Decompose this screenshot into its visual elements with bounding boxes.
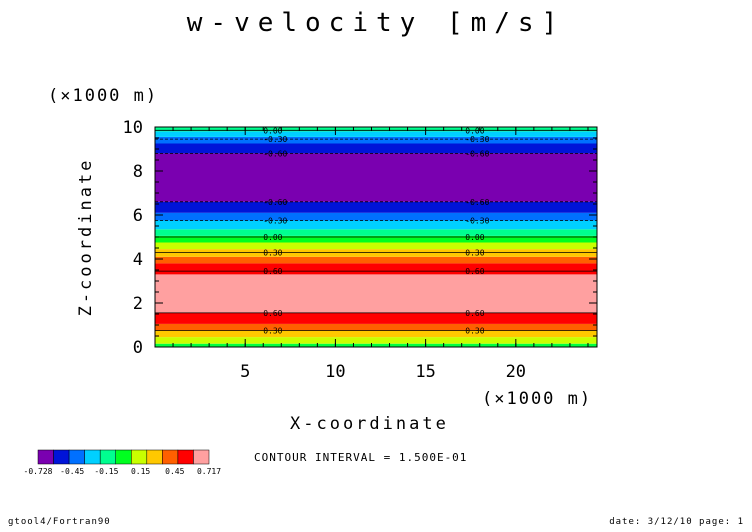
contour-label: -0.60 [465, 198, 489, 207]
contour-label: 0.30 [263, 248, 282, 257]
contour-label: -0.60 [263, 198, 287, 207]
color-band [155, 235, 597, 243]
color-band [155, 274, 597, 313]
y-scale-label: (×1000 m) [48, 86, 159, 106]
y-tick-label: 2 [133, 294, 143, 314]
contour-label: -0.60 [263, 149, 287, 158]
colorbar-swatch [193, 449, 210, 465]
contour-label: -0.30 [465, 135, 489, 144]
contour-label: 0.00 [263, 126, 282, 135]
colorbar-tick-label: 0.717 [197, 467, 221, 476]
colorbar-tick-label: -0.45 [60, 467, 84, 476]
colorbar-tick-label: -0.728 [24, 467, 53, 476]
color-band [155, 127, 597, 132]
colorbar-tick-label: -0.15 [94, 467, 118, 476]
color-band [155, 343, 597, 347]
footer-software: gtool4/Fortran90 [8, 517, 111, 527]
colorbar-swatch [68, 449, 85, 465]
color-band [155, 220, 597, 230]
contour-label: 0.30 [263, 327, 282, 336]
color-band [155, 136, 597, 144]
contour-label: 0.00 [263, 233, 282, 242]
contour-interval: CONTOUR INTERVAL = 1.500E-01 [254, 451, 468, 464]
x-tick-label: 15 [415, 362, 435, 382]
y-tick-label: 0 [133, 338, 143, 358]
colorbar-swatch [177, 449, 194, 465]
colorbar-swatch [162, 449, 179, 465]
color-band [155, 229, 597, 236]
y-tick-label: 6 [133, 206, 143, 226]
contour-label: 0.60 [465, 267, 484, 276]
x-tick-label: 5 [240, 362, 250, 382]
x-axis-label: X-coordinate [290, 414, 449, 434]
colorbar-tick-label: 0.15 [131, 467, 150, 476]
color-band [155, 249, 597, 257]
x-tick-label: 10 [325, 362, 345, 382]
contour-label: 0.60 [263, 309, 282, 318]
color-band [155, 312, 597, 324]
color-band [155, 242, 597, 250]
y-tick-label: 10 [123, 118, 143, 138]
contour-bands [155, 127, 597, 347]
y-tick-label: 8 [133, 162, 143, 182]
y-tick-label: 4 [133, 250, 143, 270]
footer-date: date: 3/12/10 page: 1 [609, 517, 744, 527]
colorbar-swatch [53, 449, 70, 465]
x-tick-label: 20 [506, 362, 526, 382]
color-band [155, 263, 597, 275]
color-band [155, 212, 597, 221]
colorbar-swatch [115, 449, 132, 465]
color-band [155, 337, 597, 344]
chart-title: w-velocity [m/s] [186, 8, 566, 38]
color-band [155, 256, 597, 264]
color-band [155, 323, 597, 331]
contour-label: 0.30 [465, 248, 484, 257]
colorbar-swatch [37, 449, 54, 465]
color-band [155, 153, 597, 202]
color-band [155, 143, 597, 154]
contour-label: -0.60 [465, 149, 489, 158]
contour-label: 0.60 [263, 267, 282, 276]
contour-label: 0.60 [465, 309, 484, 318]
contour-label: -0.30 [263, 217, 287, 226]
colorbar-swatch [146, 449, 163, 465]
contour-label: 0.00 [465, 233, 484, 242]
color-band [155, 131, 597, 137]
contour-label: 0.30 [465, 327, 484, 336]
axes: 5 10 15 20 0 2 4 6 8 10 [123, 118, 598, 382]
color-band [155, 201, 597, 213]
contour-label: 0.00 [465, 126, 484, 135]
color-band [155, 330, 597, 338]
contour-label: -0.30 [263, 135, 287, 144]
colorbar-swatch [131, 449, 148, 465]
x-scale-label: (×1000 m) [482, 389, 593, 409]
colorbar-tick-label: 0.45 [165, 467, 184, 476]
colorbar-swatch [84, 449, 101, 465]
contour-label: -0.30 [465, 217, 489, 226]
colorbar-swatch [99, 449, 116, 465]
colorbar: -0.728 -0.45 -0.15 0.15 0.45 0.717 [24, 449, 221, 476]
contour-lines: 0.30 0.30 0.60 0.60 0.60 0.60 0.30 0.30 0.00 0.00… [155, 126, 597, 336]
